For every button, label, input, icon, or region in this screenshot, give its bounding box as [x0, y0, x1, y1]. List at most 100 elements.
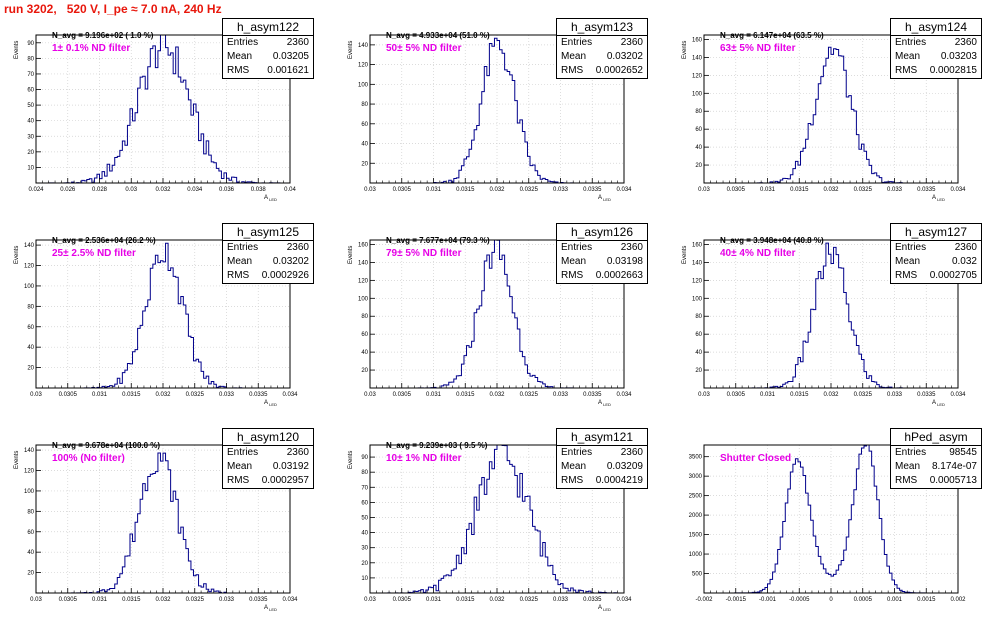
- x-tick-label: 0.0325: [186, 392, 205, 398]
- y-tick-label: 40: [27, 345, 34, 351]
- x-tick-label: 0.033: [553, 597, 569, 603]
- stats-row-mean: Mean 0.03202: [557, 50, 647, 64]
- stats-label-mean: Mean: [895, 51, 921, 62]
- y-tick-label: 80: [361, 470, 368, 476]
- stats-label-rms: RMS: [895, 270, 918, 281]
- stats-label-rms: RMS: [561, 65, 584, 76]
- stats-value-rms: 0.0002957: [261, 475, 309, 486]
- y-axis-label: Events: [348, 40, 354, 59]
- navg-label: N_avg = 4.933e+04 (51.0 %): [386, 31, 490, 40]
- x-tick-label: 0.0315: [122, 392, 141, 398]
- stats-box: h_asym123 Entries 2360 Mean 0.03202 RMS 0.0002…: [556, 18, 648, 79]
- stats-box: h_asym121 Entries 2360 Mean 0.03209 RMS 0.0004…: [556, 428, 648, 489]
- y-tick-label: 160: [692, 242, 703, 248]
- stats-label-entries: Entries: [895, 242, 927, 253]
- stats-value-entries: 2360: [286, 37, 309, 48]
- y-tick-label: 100: [358, 82, 369, 88]
- histogram-name: h_asym123: [557, 19, 647, 36]
- x-tick-label: 0.0325: [186, 597, 205, 603]
- filter-label: 1± 0.1% ND filter: [52, 43, 131, 54]
- x-tick-label: 0.03: [30, 392, 42, 398]
- y-tick-label: 40: [361, 531, 368, 537]
- x-tick-label: 0.034: [282, 392, 298, 398]
- filter-label: 79± 5% ND filter: [386, 248, 462, 259]
- stats-label-entries: Entries: [561, 447, 593, 458]
- x-tick-label: 0.0325: [854, 392, 873, 398]
- x-tick-label: 0.032: [489, 597, 505, 603]
- y-tick-label: 50: [27, 103, 34, 109]
- x-axis-label: A LED: [264, 400, 277, 408]
- y-tick-label: 20: [27, 366, 34, 372]
- y-tick-label: 120: [24, 469, 35, 475]
- x-tick-label: 0.038: [251, 187, 267, 193]
- stats-label-rms: RMS: [895, 65, 918, 76]
- stats-label-mean: Mean: [561, 51, 587, 62]
- stats-value-mean: 0.03192: [272, 461, 309, 472]
- histogram-name: h_asym120: [223, 429, 313, 446]
- y-axis-label: Events: [348, 450, 354, 469]
- stats-value-mean: 0.03209: [606, 461, 643, 472]
- x-tick-label: 0.0335: [917, 187, 936, 193]
- stats-value-entries: 2360: [286, 447, 309, 458]
- x-tick-label: 0.026: [60, 187, 76, 193]
- stats-value-entries: 2360: [620, 37, 643, 48]
- stats-row-entries: Entries 2360: [223, 241, 313, 255]
- x-tick-label: 0.034: [950, 392, 966, 398]
- x-tick-label: 0.0305: [727, 392, 746, 398]
- stats-value-entries: 2360: [620, 447, 643, 458]
- histogram-panel-h_asym120: 0.03 0.0305 0.031 0.0315 0.032 0.0325 0.033 0.0…: [14, 428, 314, 612]
- stats-row-mean: Mean 0.03202: [223, 255, 313, 269]
- stats-row-entries: Entries 98545: [891, 446, 981, 460]
- y-tick-label: 1500: [689, 533, 703, 539]
- x-tick-label: 0.031: [426, 187, 442, 193]
- stats-row-rms: RMS 0.0002663: [557, 269, 647, 283]
- x-tick-label: 0.0315: [456, 187, 475, 193]
- stats-label-mean: Mean: [227, 461, 253, 472]
- x-tick-label: 0.03: [698, 187, 710, 193]
- histogram-name: h_asym122: [223, 19, 313, 36]
- filter-label: 63± 5% ND filter: [720, 43, 796, 54]
- stats-box: h_asym127 Entries 2360 Mean 0.032 RMS 0.000270…: [890, 223, 982, 284]
- navg-label: N_avg = 3.948e+04 (40.8 %): [720, 236, 824, 245]
- x-tick-label: 0.0315: [456, 392, 475, 398]
- stats-value-rms: 0.0005713: [929, 475, 977, 486]
- x-axis-label: A LED: [264, 605, 277, 613]
- x-tick-label: 0.0325: [854, 187, 873, 193]
- y-tick-label: 160: [692, 37, 703, 43]
- x-axis-label-subscript: LED: [268, 402, 277, 408]
- stats-box: hPed_asym Entries 98545 Mean 8.174e-07 RMS 0.0…: [890, 428, 982, 489]
- x-axis-label: A LED: [932, 195, 945, 203]
- x-axis-label: A LED: [932, 400, 945, 408]
- x-tick-label: 0: [829, 597, 833, 603]
- stats-label-entries: Entries: [227, 37, 259, 48]
- y-tick-label: 80: [361, 102, 368, 108]
- histogram-plot: 0.03 0.0305 0.031 0.0315 0.032 0.0325 0.033 0.0…: [692, 239, 966, 398]
- stats-row-entries: Entries 2360: [223, 446, 313, 460]
- stats-row-entries: Entries 2360: [557, 446, 647, 460]
- filter-label: 10± 1% ND filter: [386, 453, 462, 464]
- x-tick-label: 0.024: [28, 187, 44, 193]
- y-tick-label: 60: [695, 127, 702, 133]
- stats-box: h_asym122 Entries 2360 Mean 0.03205 RMS 0.0016…: [222, 18, 314, 79]
- x-tick-label: 0.034: [616, 187, 632, 193]
- stats-label-mean: Mean: [227, 256, 253, 267]
- histogram-plot: 0.03 0.0305 0.031 0.0315 0.032 0.0325 0.033 0.0…: [358, 239, 632, 398]
- x-tick-label: 0.03: [125, 187, 137, 193]
- x-tick-label: 0.034: [950, 187, 966, 193]
- x-tick-label: 0.032: [489, 187, 505, 193]
- stats-value-mean: 8.174e-07: [931, 461, 977, 472]
- y-tick-label: 2000: [689, 513, 703, 519]
- x-axis-label-subscript: LED: [602, 197, 611, 203]
- navg-label: N_avg = 7.677e+04 (79.3 %): [386, 236, 490, 245]
- y-tick-label: 50: [361, 515, 368, 521]
- x-tick-label: 0.032: [489, 392, 505, 398]
- navg-label: N_avg = 9.239e+03 ( 9.5 %): [386, 441, 488, 450]
- navg-label: N_avg = 9.678e+04 (100.0 %): [52, 441, 161, 450]
- y-tick-label: 80: [27, 56, 34, 62]
- stats-row-mean: Mean 0.03198: [557, 255, 647, 269]
- filter-label: 40± 4% ND filter: [720, 248, 796, 259]
- stats-value-entries: 2360: [954, 37, 977, 48]
- stats-row-rms: RMS 0.0005713: [891, 474, 981, 488]
- stats-label-rms: RMS: [227, 65, 250, 76]
- x-tick-label: 0.033: [219, 597, 235, 603]
